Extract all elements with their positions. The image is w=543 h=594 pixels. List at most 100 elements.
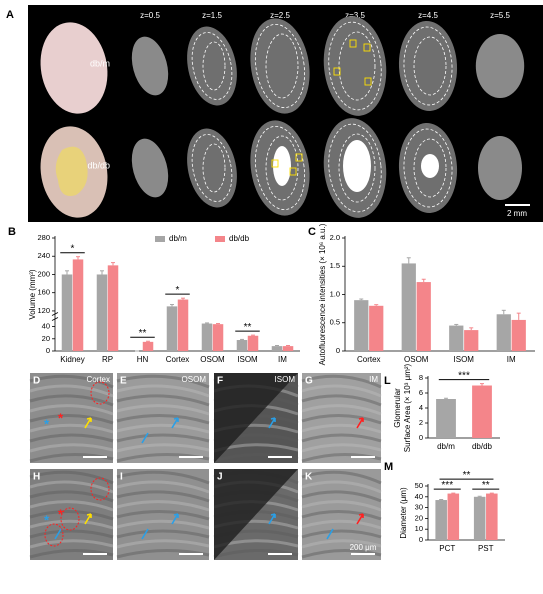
tissue-texture: [116, 480, 210, 494]
medulla-outline: [338, 133, 376, 203]
medulla-outline: [413, 36, 447, 96]
tissue-texture: [301, 423, 382, 434]
y-tick-label: 1.5: [330, 261, 340, 270]
bar: [236, 340, 248, 351]
tissue-texture: [301, 384, 382, 398]
panel-label: F: [217, 376, 223, 387]
tissue-texture: [301, 433, 382, 443]
panel-label: D: [33, 376, 40, 387]
tissue-texture: [29, 539, 114, 549]
glomerulus-outline: [60, 507, 80, 531]
y-axis-label: Glomerular: [393, 388, 402, 428]
region-label: OSOM: [182, 375, 207, 384]
tissue-texture: [116, 443, 210, 453]
tissue-texture: [29, 480, 114, 494]
x-tick-label: Kidney: [60, 355, 84, 364]
bar: [212, 324, 224, 351]
medulla-outline: [265, 135, 299, 201]
bar: [96, 274, 108, 351]
significance-label: **: [482, 480, 490, 491]
tissue-texture: [301, 480, 382, 494]
region-box: [333, 67, 341, 76]
cortex-outline: [191, 134, 233, 202]
micrograph: [117, 469, 209, 560]
cortex-outline: [255, 125, 305, 211]
y-axis-label: Surface Area (× 10³ μm²): [403, 363, 412, 452]
region-box: [363, 43, 371, 52]
x-tick-label: PCT: [439, 544, 455, 553]
region-box: [364, 77, 372, 86]
bar: [61, 274, 73, 351]
tissue-texture: [29, 423, 114, 434]
lumen-marker: *: [58, 410, 64, 425]
panel-label: I: [120, 472, 123, 483]
panel-label: G: [305, 376, 313, 387]
arrow: [141, 432, 149, 444]
tissue-texture: [29, 404, 114, 416]
tissue-texture: [29, 470, 114, 485]
bar: [401, 263, 416, 351]
arrow: [356, 417, 364, 429]
dilated-pelvis: [343, 140, 371, 192]
scale-bar-label: 2 mm: [507, 209, 527, 218]
kidney-slice: [323, 16, 387, 116]
significance-label: **: [244, 322, 252, 333]
bar: [473, 496, 486, 540]
panel-label: K: [305, 472, 313, 483]
arrow: [171, 417, 179, 429]
kidney-slice: [131, 138, 169, 198]
tissue-texture: [116, 539, 210, 549]
panel-label: C: [308, 226, 316, 238]
tissue-texture: [29, 414, 114, 425]
y-tick-label: 50: [415, 481, 423, 490]
x-tick-label: ISOM: [237, 355, 258, 364]
tissue-texture: [29, 384, 114, 398]
tissue-texture: [301, 414, 382, 425]
x-tick-label: OSOM: [200, 355, 225, 364]
kidney-slice: [475, 34, 525, 98]
lumen-marker: *: [44, 416, 50, 431]
panel-label: J: [217, 472, 223, 483]
arrow: [268, 417, 276, 429]
tissue-texture: [116, 384, 210, 398]
tissue-texture: [301, 404, 382, 416]
tissue-texture: [116, 423, 210, 434]
tissue-texture: [301, 470, 382, 485]
panel-label: A: [6, 9, 14, 21]
tissue-texture: [29, 519, 114, 530]
y-tick-label: 20: [42, 334, 50, 343]
panel-label: H: [33, 472, 40, 483]
y-tick-label: 4: [419, 403, 423, 412]
scale-bar-label: 200 μm: [350, 543, 377, 552]
y-axis-label: Autofluorescence intensities (× 10⁶ a.u.…: [318, 223, 327, 365]
legend-swatch: [155, 236, 165, 242]
y-tick-label: 20: [415, 513, 423, 522]
kidney-slice: [131, 36, 169, 96]
cortex-outline: [328, 21, 382, 111]
y-tick-label: 2: [419, 418, 423, 427]
legend-swatch: [215, 236, 225, 242]
tissue-texture: [116, 519, 210, 530]
y-tick-label: 200: [37, 269, 50, 278]
arrow: [326, 528, 334, 540]
arrow: [84, 513, 92, 525]
x-tick-label: db/db: [472, 442, 493, 451]
x-tick-label: RP: [102, 355, 113, 364]
arrow: [141, 528, 149, 540]
region-box: [271, 159, 279, 168]
tissue-texture: [29, 500, 114, 512]
bar: [72, 259, 84, 351]
medulla-outline: [338, 31, 376, 101]
bar: [107, 265, 119, 351]
y-tick-label: 0: [336, 346, 340, 355]
x-tick-label: OSOM: [404, 355, 429, 364]
tissue-texture: [301, 443, 382, 453]
tissue-texture: [301, 490, 382, 503]
bar: [354, 300, 369, 351]
micrograph: [30, 469, 113, 560]
y-tick-label: 2.0: [330, 233, 340, 242]
bar: [369, 305, 384, 351]
y-tick-label: 240: [37, 251, 50, 260]
bar: [142, 341, 154, 351]
